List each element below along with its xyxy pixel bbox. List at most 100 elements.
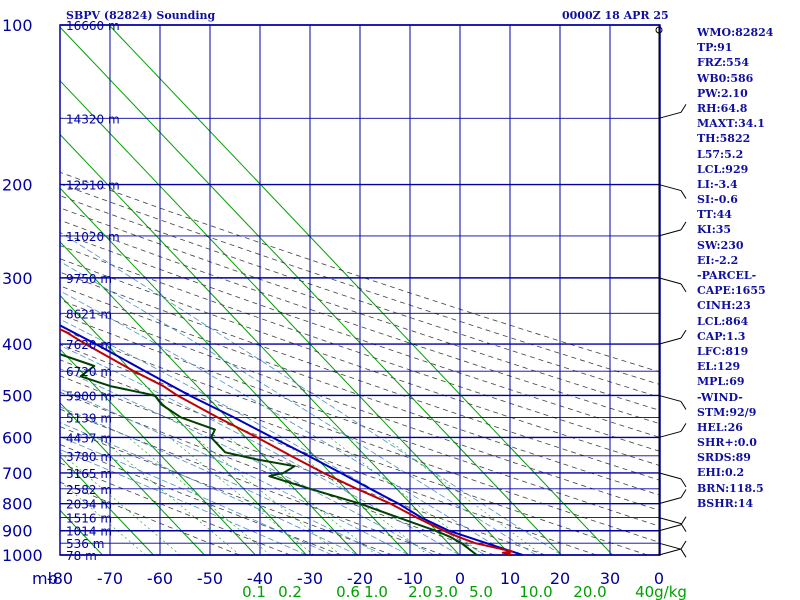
dry-adiabat bbox=[60, 171, 660, 373]
index-shr: SHR+:0.0 bbox=[697, 436, 757, 450]
moist-adiabat bbox=[60, 422, 358, 555]
observation-time: 0000Z 18 APR 25 bbox=[562, 9, 669, 22]
isotherm bbox=[60, 402, 205, 555]
pressure-tick-label: 200 bbox=[2, 176, 33, 195]
temperature-tick-label: -60 bbox=[147, 569, 173, 588]
pressure-tick-label: 1000 bbox=[2, 546, 43, 565]
index-parcel-lcl: LCL:864 bbox=[697, 314, 749, 328]
height-label: 3780 m bbox=[66, 450, 112, 464]
mixing-ratio-label: 5.0 bbox=[469, 583, 493, 600]
index-maxt: MAXT:34.1 bbox=[697, 117, 765, 131]
wind-barb bbox=[658, 111, 682, 119]
index-cape: CAPE:1655 bbox=[697, 284, 766, 298]
index-bshr: BSHR:14 bbox=[697, 496, 754, 510]
index-srds: SRDS:89 bbox=[697, 451, 751, 465]
temperature-tick-label: -80 bbox=[47, 569, 73, 588]
index-cap: CAP:1.3 bbox=[697, 329, 746, 343]
index-lcl: LCL:929 bbox=[697, 162, 749, 176]
wind-heading: -WIND- bbox=[697, 390, 743, 404]
moist-adiabat bbox=[60, 406, 384, 555]
wind-barb bbox=[658, 548, 682, 556]
height-label: 5900 m bbox=[66, 389, 112, 403]
wind-barb-feather bbox=[680, 548, 687, 558]
temperature-tick-label: 20 bbox=[550, 569, 570, 588]
index-th: TH:5822 bbox=[697, 132, 751, 146]
isotherm bbox=[60, 241, 358, 555]
pressure-tick-label: 100 bbox=[2, 16, 33, 35]
wind-barb-feather bbox=[680, 221, 687, 231]
dry-adiabat bbox=[60, 444, 342, 555]
temperature-tick-label: -10 bbox=[397, 569, 423, 588]
index-ei: EI:-2.2 bbox=[697, 253, 739, 267]
wind-barb-feather bbox=[680, 489, 687, 498]
index-lfc: LFC:819 bbox=[697, 344, 749, 358]
height-label: 1516 m bbox=[66, 512, 112, 526]
pressure-tick-label: 800 bbox=[2, 495, 33, 514]
skewed-line-layer bbox=[0, 25, 660, 555]
pressure-tick-label: 400 bbox=[2, 335, 33, 354]
height-label: 78 m bbox=[66, 549, 97, 563]
wind-barb bbox=[658, 430, 682, 438]
wind-barb-feather bbox=[680, 540, 687, 550]
isotherm bbox=[60, 348, 256, 555]
temperature-tick-label: -30 bbox=[297, 569, 323, 588]
height-label: 16660 m bbox=[66, 19, 120, 33]
index-li: LI:-3.4 bbox=[697, 177, 738, 191]
index-tt: TT:44 bbox=[697, 208, 732, 222]
moist-adiabat bbox=[60, 388, 409, 555]
index-pw: PW:2.10 bbox=[697, 86, 748, 100]
isotherm bbox=[108, 25, 613, 555]
isotherm bbox=[60, 187, 409, 555]
height-label: 6720 m bbox=[66, 365, 112, 379]
temperature-tick-label: 30 bbox=[600, 569, 620, 588]
mixing-ratio-label: 3.0 bbox=[434, 583, 458, 600]
temperature-tick-label: -40 bbox=[247, 569, 273, 588]
index-ki: KI:35 bbox=[697, 223, 732, 237]
pressure-tick-label: 500 bbox=[2, 386, 33, 405]
pressure-isobar-layer bbox=[59, 24, 661, 556]
dry-adiabat bbox=[60, 314, 660, 527]
index-frz: FRZ:554 bbox=[697, 56, 750, 70]
wind-barb-feather bbox=[680, 516, 687, 526]
wind-barb-feather bbox=[680, 283, 687, 293]
height-label: 14320 m bbox=[66, 112, 120, 126]
index-l57: L57:5.2 bbox=[697, 147, 744, 161]
index-mpl: MPL:69 bbox=[697, 375, 745, 389]
wind-barb-feather bbox=[680, 104, 687, 113]
wind-barb bbox=[658, 394, 682, 402]
height-label: 7620 m bbox=[66, 338, 112, 352]
mixing-ratio-label: 20.0 bbox=[573, 583, 606, 600]
mixing-ratio-label: 0.6 bbox=[336, 583, 360, 600]
height-label: 536 m bbox=[66, 537, 104, 551]
wind-calm-marker bbox=[655, 26, 663, 34]
wind-barb bbox=[658, 542, 682, 550]
mixing-ratio-line bbox=[277, 437, 429, 555]
height-label: 1014 m bbox=[66, 525, 112, 539]
height-label: 5139 m bbox=[66, 411, 112, 425]
height-label: 2582 m bbox=[66, 483, 112, 497]
index-ehi: EHI:0.2 bbox=[697, 466, 745, 480]
isotherm bbox=[60, 133, 460, 555]
isotherm bbox=[60, 80, 511, 555]
parcel-heading: -PARCEL- bbox=[697, 269, 757, 282]
height-label: 2034 m bbox=[66, 498, 112, 512]
height-label: 9750 m bbox=[66, 272, 112, 286]
wind-barb bbox=[658, 517, 682, 525]
pressure-tick-label: 900 bbox=[2, 522, 33, 541]
isotherm bbox=[0, 25, 1, 555]
pressure-tick-label: 300 bbox=[2, 269, 33, 288]
wind-barb bbox=[658, 277, 682, 285]
wind-barb bbox=[658, 229, 682, 237]
wind-barb-feather bbox=[680, 190, 687, 199]
height-label: 3165 m bbox=[66, 467, 112, 481]
temperature-tick-label: 0 bbox=[455, 569, 465, 588]
wind-barb-feather bbox=[680, 423, 687, 432]
index-wb0: WB0:586 bbox=[697, 71, 754, 85]
index-stm: STM:92/9 bbox=[697, 405, 757, 419]
profile-layer bbox=[60, 324, 524, 555]
mixing-ratio-label: 2.0 bbox=[408, 583, 432, 600]
index-hel: HEL:26 bbox=[697, 420, 743, 434]
height-label: 8621 m bbox=[66, 307, 112, 321]
